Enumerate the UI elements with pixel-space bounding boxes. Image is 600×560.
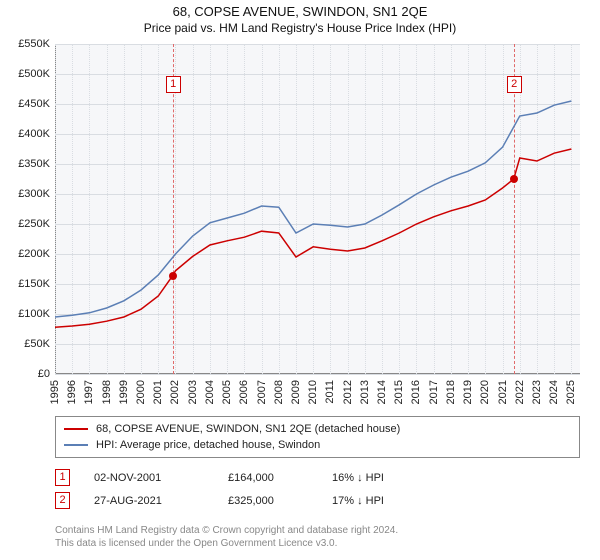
x-tick-label: 2005	[221, 380, 233, 404]
legend-box: 68, COPSE AVENUE, SWINDON, SN1 2QE (deta…	[55, 416, 580, 458]
x-tick-label: 2022	[514, 380, 526, 404]
legend-and-sales: 68, COPSE AVENUE, SWINDON, SN1 2QE (deta…	[55, 416, 580, 512]
series-property	[55, 149, 571, 327]
x-tick-label: 2020	[479, 380, 491, 404]
legend-row: HPI: Average price, detached house, Swin…	[64, 437, 571, 453]
sale-row-delta: 17% ↓ HPI	[332, 495, 432, 507]
x-tick-label: 2002	[169, 380, 181, 404]
x-tick-label: 2013	[359, 380, 371, 404]
legend-swatch	[64, 428, 88, 430]
y-tick-label: £50K	[2, 338, 50, 350]
y-tick-label: £550K	[2, 38, 50, 50]
sale-row-badge: 2	[55, 492, 70, 509]
series-hpi	[55, 101, 571, 317]
y-tick-label: £350K	[2, 158, 50, 170]
chart-subtitle: Price paid vs. HM Land Registry's House …	[0, 21, 600, 35]
y-tick-label: £100K	[2, 308, 50, 320]
sale-row-date: 02-NOV-2001	[94, 472, 204, 484]
x-tick-label: 1996	[66, 380, 78, 404]
chart-plot-area: 12 £0£50K£100K£150K£200K£250K£300K£350K£…	[55, 44, 580, 374]
sale-row: 2 27-AUG-2021 £325,000 17% ↓ HPI	[55, 489, 580, 512]
x-tick-label: 2010	[307, 380, 319, 404]
x-tick-label: 1995	[49, 380, 61, 404]
y-tick-label: £300K	[2, 188, 50, 200]
x-tick-label: 2009	[290, 380, 302, 404]
x-tick-label: 1999	[118, 380, 130, 404]
series-lines	[55, 44, 580, 374]
x-tick-label: 2018	[445, 380, 457, 404]
footer-line-1: Contains HM Land Registry data © Crown c…	[55, 524, 580, 537]
x-tick-label: 2012	[342, 380, 354, 404]
sale-row-badge: 1	[55, 469, 70, 486]
x-tick-label: 2014	[376, 380, 388, 404]
x-tick-label: 2000	[135, 380, 147, 404]
x-tick-label: 2008	[273, 380, 285, 404]
sale-row-date: 27-AUG-2021	[94, 495, 204, 507]
y-tick-label: £150K	[2, 278, 50, 290]
sale-row-delta: 16% ↓ HPI	[332, 472, 432, 484]
y-tick-label: £500K	[2, 68, 50, 80]
footer-attribution: Contains HM Land Registry data © Crown c…	[55, 524, 580, 550]
x-tick-label: 1997	[83, 380, 95, 404]
footer-line-2: This data is licensed under the Open Gov…	[55, 537, 580, 550]
sale-dot	[169, 272, 177, 280]
x-tick-label: 2019	[462, 380, 474, 404]
legend-swatch	[64, 444, 88, 446]
sale-row: 1 02-NOV-2001 £164,000 16% ↓ HPI	[55, 466, 580, 489]
legend-row: 68, COPSE AVENUE, SWINDON, SN1 2QE (deta…	[64, 421, 571, 437]
y-tick-label: £400K	[2, 128, 50, 140]
x-tick-label: 2025	[565, 380, 577, 404]
sales-table: 1 02-NOV-2001 £164,000 16% ↓ HPI 2 27-AUG-202…	[55, 466, 580, 512]
sale-dot	[510, 175, 518, 183]
x-tick-label: 1998	[101, 380, 113, 404]
x-tick-label: 2007	[256, 380, 268, 404]
chart-container: 68, COPSE AVENUE, SWINDON, SN1 2QE Price…	[0, 0, 600, 560]
x-tick-label: 2015	[393, 380, 405, 404]
x-tick-label: 2003	[187, 380, 199, 404]
x-tick-label: 2021	[497, 380, 509, 404]
sale-row-price: £164,000	[228, 472, 308, 484]
x-tick-label: 2017	[428, 380, 440, 404]
title-block: 68, COPSE AVENUE, SWINDON, SN1 2QE Price…	[0, 0, 600, 37]
y-tick-label: £0	[2, 368, 50, 380]
x-tick-label: 2001	[152, 380, 164, 404]
legend-label: 68, COPSE AVENUE, SWINDON, SN1 2QE (deta…	[96, 421, 400, 437]
y-tick-label: £200K	[2, 248, 50, 260]
y-tick-label: £250K	[2, 218, 50, 230]
sale-row-price: £325,000	[228, 495, 308, 507]
x-tick-label: 2004	[204, 380, 216, 404]
x-tick-label: 2023	[531, 380, 543, 404]
legend-label: HPI: Average price, detached house, Swin…	[96, 437, 320, 453]
x-tick-label: 2024	[548, 380, 560, 404]
y-tick-label: £450K	[2, 98, 50, 110]
chart-title: 68, COPSE AVENUE, SWINDON, SN1 2QE	[0, 4, 600, 19]
x-tick-label: 2011	[324, 380, 336, 404]
x-tick-label: 2006	[238, 380, 250, 404]
grid-h	[55, 374, 580, 375]
x-tick-label: 2016	[410, 380, 422, 404]
